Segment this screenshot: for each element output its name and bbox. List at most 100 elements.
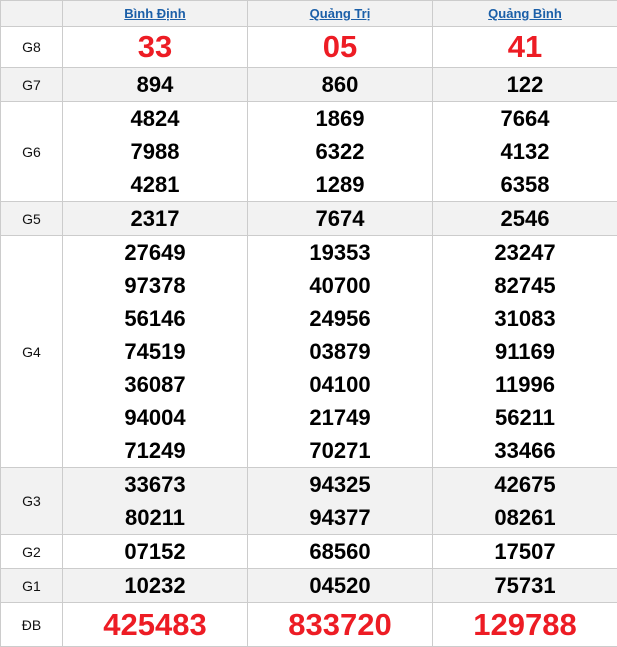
prize-number: 05 bbox=[248, 27, 432, 67]
prize-number: 10232 bbox=[63, 569, 247, 602]
prize-number: 42675 bbox=[433, 468, 617, 501]
prize-number: 27649 bbox=[63, 236, 247, 269]
prize-label: G8 bbox=[1, 27, 63, 68]
prize-number: 08261 bbox=[433, 501, 617, 534]
prize-number: 24956 bbox=[248, 302, 432, 335]
prize-cell: 07152 bbox=[63, 535, 248, 569]
prize-number: 31083 bbox=[433, 302, 617, 335]
prize-number: 6322 bbox=[248, 135, 432, 168]
header-row: Bình Định Quảng Trị Quảng Bình bbox=[1, 1, 617, 27]
prize-number: 40700 bbox=[248, 269, 432, 302]
prize-number: 7664 bbox=[433, 102, 617, 135]
prize-number: 94004 bbox=[63, 401, 247, 434]
prize-number: 71249 bbox=[63, 434, 247, 467]
prize-number: 82745 bbox=[433, 269, 617, 302]
prize-number: 122 bbox=[433, 68, 617, 101]
prize-cell: 894 bbox=[63, 68, 248, 102]
prize-label: G7 bbox=[1, 68, 63, 102]
prize-number: 7988 bbox=[63, 135, 247, 168]
prize-number: 6358 bbox=[433, 168, 617, 201]
province-link-quang-binh[interactable]: Quảng Bình bbox=[488, 6, 562, 21]
header-province: Bình Định bbox=[63, 1, 248, 27]
header-corner bbox=[1, 1, 63, 27]
prize-cell: 33 bbox=[63, 27, 248, 68]
prize-number: 11996 bbox=[433, 368, 617, 401]
prize-cell: 2317 bbox=[63, 202, 248, 236]
prize-number: 23247 bbox=[433, 236, 617, 269]
prize-label: ĐB bbox=[1, 603, 63, 647]
prize-label: G5 bbox=[1, 202, 63, 236]
prize-number: 860 bbox=[248, 68, 432, 101]
prize-label: G2 bbox=[1, 535, 63, 569]
prize-number: 894 bbox=[63, 68, 247, 101]
prize-number: 2546 bbox=[433, 202, 617, 235]
prize-cell: 05 bbox=[248, 27, 433, 68]
prize-number: 7674 bbox=[248, 202, 432, 235]
prize-cell: 7674 bbox=[248, 202, 433, 236]
prize-number: 33466 bbox=[433, 434, 617, 467]
prize-number: 70271 bbox=[248, 434, 432, 467]
prize-number: 4824 bbox=[63, 102, 247, 135]
prize-cell: 425483 bbox=[63, 603, 248, 647]
prize-cell: 833720 bbox=[248, 603, 433, 647]
prize-number: 97378 bbox=[63, 269, 247, 302]
prize-number: 833720 bbox=[248, 605, 432, 645]
prize-number: 4132 bbox=[433, 135, 617, 168]
prize-number: 21749 bbox=[248, 401, 432, 434]
prize-number: 41 bbox=[433, 27, 617, 67]
prize-cell: 75731 bbox=[433, 569, 617, 603]
prize-label: G4 bbox=[1, 236, 63, 468]
prize-number: 03879 bbox=[248, 335, 432, 368]
prize-cell: 10232 bbox=[63, 569, 248, 603]
prize-number: 56211 bbox=[433, 401, 617, 434]
province-link-quang-tri[interactable]: Quảng Trị bbox=[310, 6, 371, 21]
prize-cell: 860 bbox=[248, 68, 433, 102]
prize-cell: 129788 bbox=[433, 603, 617, 647]
prize-number: 56146 bbox=[63, 302, 247, 335]
prize-number: 36087 bbox=[63, 368, 247, 401]
prize-number: 94325 bbox=[248, 468, 432, 501]
prize-number: 33 bbox=[63, 27, 247, 67]
prize-cell: 17507 bbox=[433, 535, 617, 569]
prize-number: 94377 bbox=[248, 501, 432, 534]
prize-number: 04520 bbox=[248, 569, 432, 602]
prize-number: 04100 bbox=[248, 368, 432, 401]
prize-number: 17507 bbox=[433, 535, 617, 568]
prize-number: 19353 bbox=[248, 236, 432, 269]
prize-label: G6 bbox=[1, 102, 63, 202]
prize-cell: 41 bbox=[433, 27, 617, 68]
prize-number: 33673 bbox=[63, 468, 247, 501]
province-link-binh-dinh[interactable]: Bình Định bbox=[124, 6, 185, 21]
prize-label: G3 bbox=[1, 468, 63, 535]
prize-number: 75731 bbox=[433, 569, 617, 602]
prize-number: 425483 bbox=[63, 605, 247, 645]
prize-cell: 04520 bbox=[248, 569, 433, 603]
prize-label: G1 bbox=[1, 569, 63, 603]
prize-number: 68560 bbox=[248, 535, 432, 568]
prize-number: 1289 bbox=[248, 168, 432, 201]
prize-number: 129788 bbox=[433, 605, 617, 645]
prize-number: 1869 bbox=[248, 102, 432, 135]
prize-number: 07152 bbox=[63, 535, 247, 568]
prize-number: 74519 bbox=[63, 335, 247, 368]
prize-cell: 68560 bbox=[248, 535, 433, 569]
